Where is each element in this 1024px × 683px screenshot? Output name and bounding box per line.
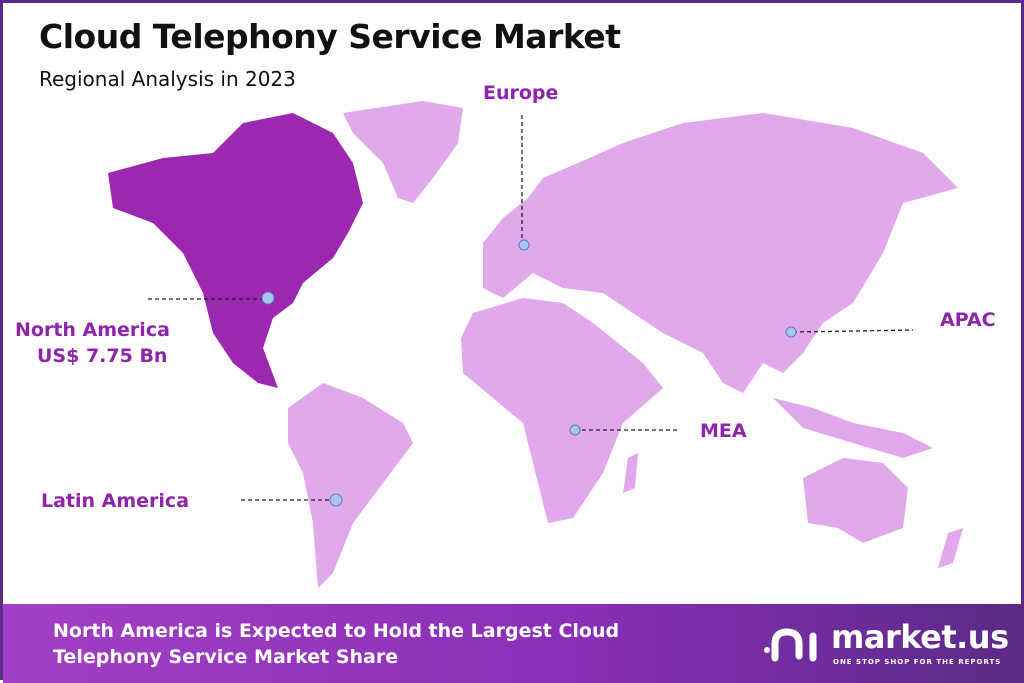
page-subtitle: Regional Analysis in 2023	[39, 67, 296, 91]
north-america-label: North America US$ 7.75 Bn	[15, 317, 170, 369]
eurasia	[483, 113, 958, 393]
north-america-marker	[261, 291, 275, 305]
australia	[803, 458, 908, 543]
banner-text: North America is Expected to Hold the La…	[53, 620, 620, 668]
latin-america-label: Latin America	[41, 490, 190, 512]
apac-leader-line	[792, 329, 914, 333]
north-america	[108, 113, 363, 388]
region-value: US$ 7.75 Bn	[37, 345, 168, 367]
logo-icon	[764, 628, 817, 662]
europe-marker	[518, 239, 530, 251]
south-america	[288, 383, 413, 588]
africa	[461, 298, 663, 523]
page-title: Cloud Telephony Service Market	[39, 17, 621, 56]
market-us-logo: market.us ONE STOP SHOP FOR THE REPORTS	[763, 618, 1009, 670]
mea-marker	[569, 424, 581, 436]
greenland	[343, 101, 463, 203]
logo-tagline: ONE STOP SHOP FOR THE REPORTS	[833, 658, 1002, 666]
apac-marker	[785, 326, 797, 338]
apac-label: APAC	[940, 309, 996, 331]
new-zealand	[938, 528, 963, 568]
se-asia-islands	[773, 398, 933, 458]
footer-banner: North America is Expected to Hold the La…	[3, 604, 1024, 683]
world-map	[108, 101, 963, 588]
latin-america-marker	[329, 493, 343, 507]
region-name: North America	[15, 319, 170, 341]
mea-label: MEA	[700, 420, 747, 442]
logo-wordmark: market.us	[831, 618, 1009, 656]
europe-label: Europe	[483, 82, 559, 104]
madagascar	[623, 453, 638, 493]
